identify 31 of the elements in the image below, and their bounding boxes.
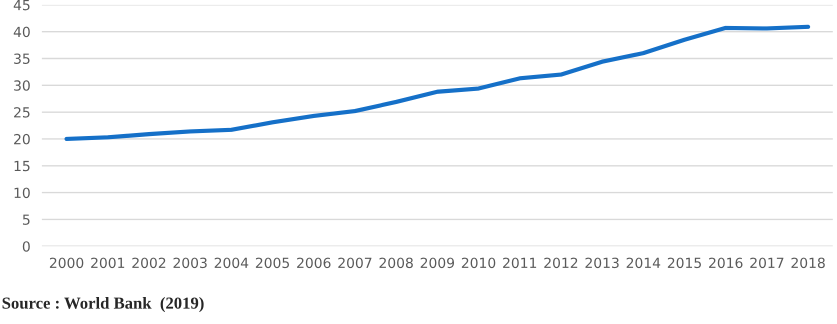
x-tick-label: 2006 — [297, 258, 331, 268]
x-tick-label: 2009 — [420, 258, 454, 268]
x-tick-label: 2014 — [626, 258, 660, 268]
y-tick-label: 5 — [22, 214, 30, 225]
x-tick-label: 2004 — [214, 258, 248, 268]
y-tick-label: 15 — [14, 160, 30, 172]
y-tick-label: 30 — [14, 80, 30, 91]
x-tick-label: 2005 — [256, 258, 290, 268]
y-tick-label: 0 — [22, 241, 30, 252]
x-tick-label: 2010 — [462, 258, 496, 268]
y-tick-label: 10 — [14, 188, 30, 198]
source-note: Source : World Bank (2019) — [2, 297, 204, 312]
x-tick-label: 2012 — [544, 258, 578, 268]
y-tick-label: 20 — [14, 134, 30, 144]
x-tick-label: 2000 — [50, 258, 84, 268]
x-tick-label: 2003 — [174, 258, 207, 268]
x-tick-label: 2008 — [379, 258, 413, 268]
x-tick-label: 2002 — [132, 258, 166, 268]
y-tick-label: 35 — [14, 53, 30, 64]
y-tick-label: 25 — [14, 107, 30, 118]
y-tick-label: 45 — [14, 0, 30, 10]
x-tick-label: 2016 — [709, 258, 743, 268]
x-tick-label: 2018 — [791, 258, 825, 268]
x-tick-label: 2011 — [503, 258, 536, 268]
x-tick-label: 2013 — [585, 258, 619, 268]
x-tick-label: 2007 — [338, 258, 372, 268]
x-tick-label: 2015 — [668, 258, 701, 268]
y-tick-label: 40 — [14, 26, 30, 38]
x-tick-label: 2017 — [750, 258, 784, 268]
line-series — [64, 24, 810, 142]
x-tick-label: 2001 — [91, 258, 124, 268]
